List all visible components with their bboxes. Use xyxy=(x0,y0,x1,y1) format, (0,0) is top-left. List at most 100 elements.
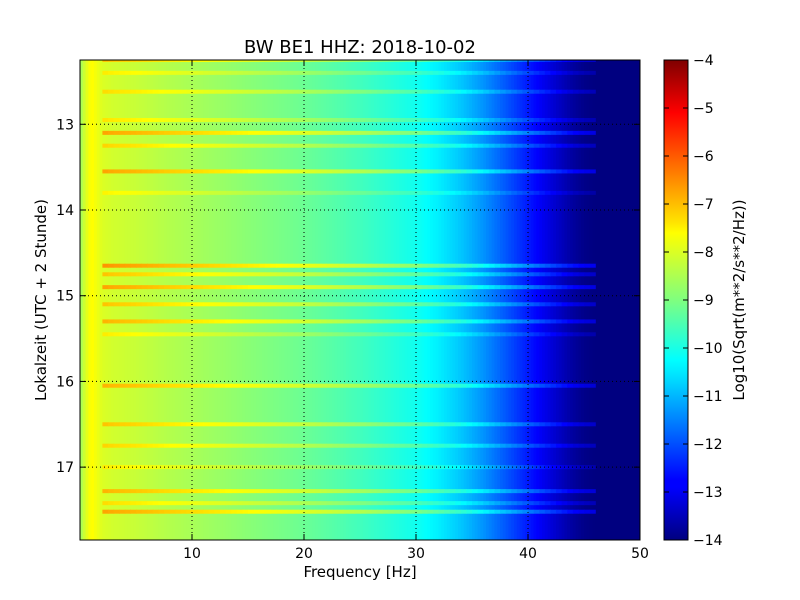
heatmap-column xyxy=(158,60,162,540)
heatmap-band-segment xyxy=(315,285,322,290)
heatmap-band-segment xyxy=(455,190,462,195)
heatmap-band-segment xyxy=(556,89,563,94)
heatmap-band-segment xyxy=(259,383,266,388)
heatmap-band-segment xyxy=(393,319,400,324)
heatmap-band-segment xyxy=(455,443,462,448)
heatmap-band-segment xyxy=(259,263,266,268)
heatmap-band-segment xyxy=(399,89,406,94)
heatmap-band-segment xyxy=(466,422,473,427)
heatmap-band-segment xyxy=(444,70,451,75)
heatmap-band-segment xyxy=(578,169,585,174)
heatmap-band-segment xyxy=(354,319,361,324)
heatmap-column xyxy=(124,60,129,540)
heatmap-band-segment xyxy=(567,501,574,506)
heatmap-band-segment xyxy=(304,169,311,174)
heatmap-band-segment xyxy=(180,332,187,337)
heatmap-band-segment xyxy=(332,422,339,427)
heatmap-column xyxy=(424,60,428,540)
heatmap-column xyxy=(169,60,173,540)
heatmap-band-segment xyxy=(371,130,378,135)
heatmap-band-segment xyxy=(124,509,131,514)
heatmap-band-segment xyxy=(158,443,165,448)
heatmap-band-segment xyxy=(136,489,143,494)
heatmap-band-segment xyxy=(320,118,327,122)
heatmap-band-segment xyxy=(533,60,540,62)
heatmap-band-segment xyxy=(438,89,445,94)
heatmap-column xyxy=(287,60,291,540)
heatmap-band-segment xyxy=(455,383,462,388)
heatmap-band-segment xyxy=(130,143,137,148)
heatmap-band-segment xyxy=(455,489,462,494)
heatmap-band-segment xyxy=(332,169,339,174)
heatmap-band-segment xyxy=(332,263,339,268)
heatmap-band-segment xyxy=(343,70,350,75)
heatmap-band-segment xyxy=(522,509,529,514)
heatmap-band-segment xyxy=(343,332,350,337)
heatmap-band-segment xyxy=(169,169,176,174)
heatmap-band-segment xyxy=(175,130,182,135)
heatmap-band-segment xyxy=(119,285,126,290)
heatmap-band-segment xyxy=(567,302,574,307)
heatmap-band-segment xyxy=(315,118,322,122)
heatmap-band-segment xyxy=(354,285,361,290)
heatmap-band-segment xyxy=(438,489,445,494)
heatmap-band-segment xyxy=(343,130,350,135)
heatmap-band-segment xyxy=(326,465,333,470)
heatmap-band-segment xyxy=(337,118,344,122)
heatmap-band-segment xyxy=(309,422,316,427)
heatmap-column xyxy=(589,60,593,540)
heatmap-band-segment xyxy=(505,169,512,174)
heatmap-band-segment xyxy=(460,70,467,75)
heatmap-band-segment xyxy=(186,383,193,388)
heatmap-band-segment xyxy=(281,302,288,307)
heatmap-band-segment xyxy=(584,169,591,174)
heatmap-band-segment xyxy=(399,263,406,268)
heatmap-band-segment xyxy=(427,143,434,148)
heatmap-column xyxy=(102,60,106,540)
heatmap-band-segment xyxy=(455,501,462,506)
heatmap-band-segment xyxy=(248,89,255,94)
heatmap-column xyxy=(340,60,344,540)
heatmap-column xyxy=(113,60,117,540)
heatmap-band-segment xyxy=(192,143,199,148)
heatmap-band-segment xyxy=(197,70,204,75)
heatmap-band-segment xyxy=(253,89,260,94)
heatmap-band-segment xyxy=(292,422,299,427)
heatmap-band-segment xyxy=(337,169,344,174)
heatmap-band-segment xyxy=(410,190,417,195)
heatmap-band-segment xyxy=(416,285,423,290)
heatmap-band-segment xyxy=(203,302,210,307)
heatmap-band-segment xyxy=(550,89,557,94)
heatmap-band-segment xyxy=(208,263,215,268)
heatmap-column xyxy=(298,60,302,540)
heatmap-band-segment xyxy=(220,302,227,307)
heatmap-band-segment xyxy=(589,118,596,122)
heatmap-band-segment xyxy=(141,89,148,94)
heatmap-band-segment xyxy=(432,383,439,388)
heatmap-column xyxy=(508,60,512,540)
heatmap-band-segment xyxy=(494,272,501,277)
heatmap-column xyxy=(368,60,372,540)
heatmap-band-segment xyxy=(511,190,518,195)
heatmap-band-segment xyxy=(533,118,540,122)
heatmap-band-segment xyxy=(438,332,445,337)
heatmap-band-segment xyxy=(320,285,327,290)
y-tick-label: 13 xyxy=(56,117,74,133)
heatmap-band-segment xyxy=(203,143,210,148)
x-tick-label: 40 xyxy=(519,546,537,562)
heatmap-band-segment xyxy=(348,190,355,195)
heatmap-band-segment xyxy=(197,509,204,514)
heatmap-band-segment xyxy=(242,130,249,135)
heatmap-column xyxy=(556,60,560,540)
heatmap-band-segment xyxy=(500,383,507,388)
heatmap-band-segment xyxy=(371,118,378,122)
heatmap-column xyxy=(130,60,134,540)
heatmap-band-segment xyxy=(500,422,507,427)
heatmap-band-segment xyxy=(550,263,557,268)
heatmap-band-segment xyxy=(315,89,322,94)
colorbar-tick-label: −6 xyxy=(693,149,714,165)
heatmap-band-segment xyxy=(214,383,221,388)
heatmap-band-segment xyxy=(488,489,495,494)
heatmap-band-segment xyxy=(248,443,255,448)
heatmap-band-segment xyxy=(393,509,400,514)
